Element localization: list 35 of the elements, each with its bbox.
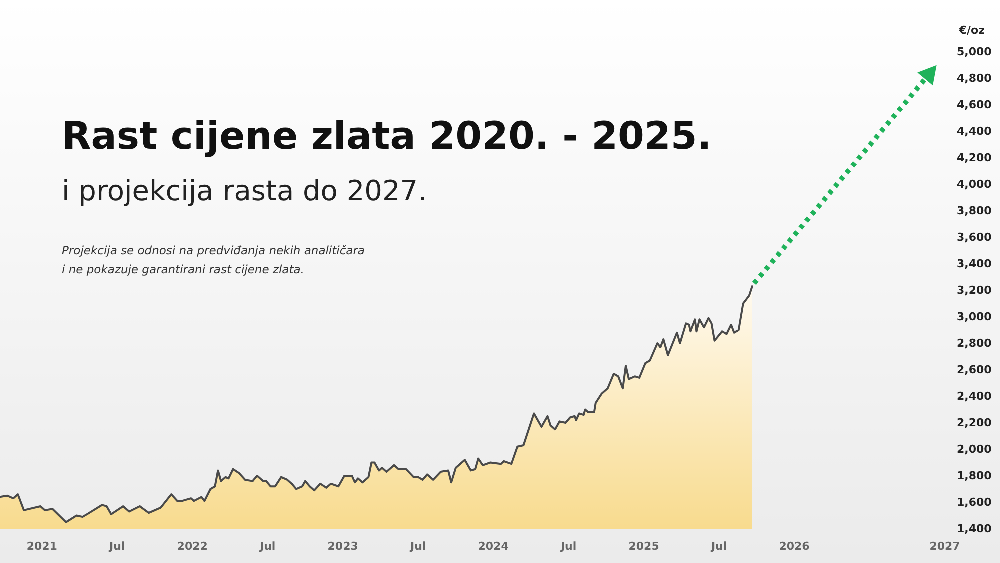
text: Rast cijene zlata 2020. - 2025. bbox=[62, 114, 712, 158]
y-tick-label: 4,200 bbox=[957, 152, 992, 164]
x-tick-label: 2026 bbox=[779, 540, 810, 553]
x-tick-label: 2023 bbox=[328, 540, 358, 553]
text: i projekcija rasta do 2027. bbox=[62, 174, 427, 208]
x-tick-label: 2022 bbox=[177, 540, 208, 553]
y-tick-label: 3,400 bbox=[957, 258, 992, 270]
y-tick-label: 2,400 bbox=[957, 390, 992, 403]
y-tick-label: 2,000 bbox=[957, 443, 992, 456]
y-tick-label: 5,000 bbox=[957, 46, 992, 58]
y-tick-label: 3,800 bbox=[957, 204, 992, 218]
annotation: Projekcija se odnosi na predviđanja nekih analitičara i ne pokazuje garantirani rast cijene zlata. bbox=[62, 244, 365, 276]
y-tick-label: 4,600 bbox=[957, 98, 992, 112]
y-tick-label: 3,000 bbox=[957, 310, 992, 324]
x-tick-label: Jul bbox=[108, 540, 126, 553]
x-tick-label: 2025 bbox=[628, 540, 660, 553]
x-tick-label: Jul bbox=[560, 540, 577, 553]
x-tick-label: Jul bbox=[409, 540, 426, 553]
y-tick-label: 2,800 bbox=[957, 337, 992, 350]
x-tick-label: 2021 bbox=[26, 540, 58, 553]
y-tick-label: 1,800 bbox=[957, 470, 992, 482]
y-axis-title: €/oz bbox=[958, 24, 986, 37]
y-tick-label: 3,200 bbox=[957, 284, 992, 297]
y-tick-label: 1,400 bbox=[957, 522, 992, 536]
y-tick-label: 2,200 bbox=[957, 416, 992, 430]
y-tick-label: 3,600 bbox=[957, 231, 992, 244]
y-tick-label: 2,600 bbox=[957, 364, 992, 376]
y-tick-label: 4,800 bbox=[957, 72, 992, 85]
x-tick-label: 2027 bbox=[930, 540, 960, 553]
y-tick-label: 1,600 bbox=[957, 496, 992, 509]
x-tick-label: Jul bbox=[710, 540, 728, 553]
x-tick-label: 2024 bbox=[478, 540, 510, 553]
x-tick-label: Jul bbox=[259, 540, 276, 553]
y-tick-label: 4,400 bbox=[957, 125, 992, 138]
y-tick-label: 4,000 bbox=[957, 178, 992, 191]
